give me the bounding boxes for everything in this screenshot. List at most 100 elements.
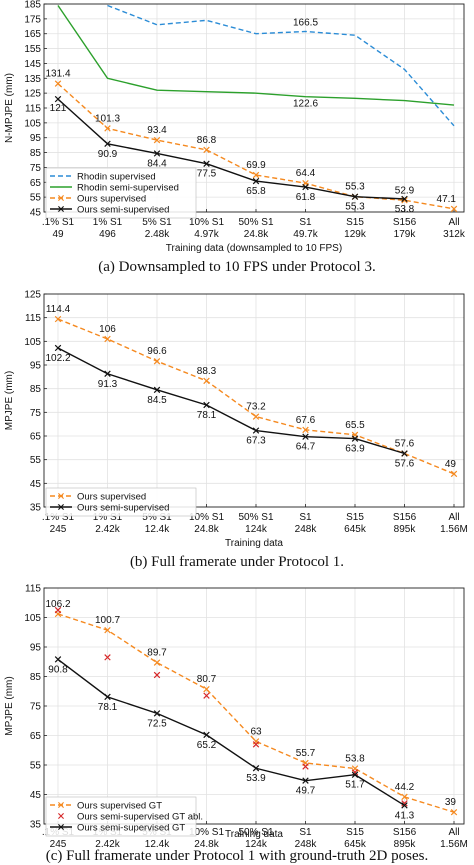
data-point [252, 427, 260, 434]
series-line [57, 83, 455, 210]
y-tick-label: 125 [24, 290, 41, 301]
data-point [54, 656, 62, 663]
series-3: 131.4 101.3 93.4 86.8 69.9 64.4 55.3 52.9 47.1 [45, 69, 458, 213]
x-axis-label: Training data [225, 538, 283, 549]
y-tick-label: 115 [25, 584, 41, 595]
data-point [203, 401, 210, 409]
x-tick-label: S1 [299, 827, 312, 838]
legend-entry: Ours supervised [77, 194, 146, 205]
data-point [104, 626, 111, 634]
legend-box [45, 487, 197, 517]
data-point [104, 140, 111, 148]
x-tick-label: 5% S1 [142, 512, 172, 523]
legend-entry: Ours semi-supervised [77, 205, 169, 216]
y-tick-label: 95 [30, 643, 42, 654]
x-tick-sublabel: 4.97k [194, 229, 219, 240]
x-tick-sublabel: 2.48k [145, 229, 170, 240]
data-point [401, 450, 408, 457]
data-label: 72.5 [147, 718, 167, 729]
y-tick-label: 55 [30, 193, 42, 204]
data-point [54, 606, 62, 614]
data-label: 102.2 [45, 353, 70, 364]
y-tick-label: 55 [30, 455, 42, 466]
data-label: 65.5 [345, 420, 365, 431]
series-line [57, 658, 405, 807]
y-tick-label: 165 [24, 29, 41, 40]
data-label: 65.2 [197, 740, 217, 751]
x-tick-sublabel: 2.42k [95, 524, 120, 535]
y-tick-label: 105 [24, 337, 41, 348]
x-tick-sublabel: 245 [50, 524, 67, 535]
legend-entry: Ours supervised GT [77, 801, 162, 812]
series-line [57, 98, 405, 200]
data-label: 53.8 [395, 204, 415, 215]
legend-marker [58, 206, 64, 212]
y-tick-label: 175 [24, 14, 41, 25]
x-tick-label: 1% S1 [93, 512, 123, 523]
y-axis-label: N-MPJPE (mm) [4, 73, 15, 143]
data-label: 80.7 [197, 674, 217, 685]
data-point [153, 659, 161, 666]
x-tick-label: 50% S1 [238, 827, 273, 838]
data-label: 122.6 [293, 99, 318, 110]
data-point [203, 692, 210, 699]
data-label: 78.1 [197, 410, 217, 421]
data-point [450, 808, 458, 816]
data-label: 100.7 [95, 615, 120, 626]
data-label: 88.3 [197, 366, 217, 377]
y-tick-label: 65 [30, 731, 42, 742]
data-label: 57.6 [395, 439, 415, 450]
data-label: 64.4 [296, 168, 316, 179]
data-point [302, 426, 309, 434]
data-point [104, 654, 111, 661]
x-tick-label: S156 [393, 217, 417, 228]
data-point [104, 125, 111, 132]
data-label: 131.4 [45, 69, 70, 80]
data-label: 67.3 [246, 436, 266, 447]
y-tick-label: 75 [30, 702, 42, 713]
x-tick-sublabel: 895k [394, 839, 417, 850]
x-axis-label: Training data [225, 829, 283, 840]
x-tick-label: S15 [346, 512, 364, 523]
x-axis-label: Training data (downsampled to 10 FPS) [166, 243, 342, 254]
x-tick-sublabel: 496 [99, 229, 116, 240]
y-tick-label: 85 [30, 384, 42, 395]
y-axis-label: MPJPE (mm) [4, 371, 15, 430]
series-1: 114.4 106 96.6 88.3 73.2 67.6 65.5 57.6 49 [46, 304, 458, 478]
data-label: 84.5 [147, 395, 167, 406]
x-tick-sublabel: 312k [443, 229, 466, 240]
data-point [153, 357, 161, 365]
data-label: 84.4 [147, 158, 167, 169]
data-point [153, 386, 161, 394]
data-label: 106.2 [45, 599, 70, 610]
x-tick-label: 50% S1 [238, 217, 273, 228]
data-point [302, 763, 309, 770]
legend-box [45, 796, 197, 837]
data-point [252, 741, 260, 748]
data-label: 73.2 [246, 402, 266, 413]
figure-caption: (a) Downsampled to 10 FPS under Protocol… [98, 259, 375, 275]
x-tick-sublabel: 124k [245, 839, 268, 850]
legend-entry: Rhodin semi-supervised [77, 183, 179, 194]
x-tick-sublabel: 245 [50, 839, 67, 850]
data-label: 69.9 [246, 160, 266, 171]
data-label: 39 [445, 797, 457, 808]
data-label: 91.3 [98, 379, 118, 390]
x-tick-sublabel: 49 [52, 229, 64, 240]
data-point [401, 802, 408, 809]
x-tick-label: S15 [346, 827, 364, 838]
data-label: 44.2 [395, 782, 415, 793]
data-point [54, 95, 62, 103]
x-tick-sublabel: 129k [344, 229, 367, 240]
data-point [351, 193, 359, 200]
data-point [203, 685, 210, 693]
legend-marker [58, 813, 64, 819]
y-tick-label: 95 [30, 133, 42, 144]
data-point [302, 183, 309, 191]
series-4: 121 90.9 84.4 77.5 65.8 61.8 55.3 53.8 [50, 95, 415, 215]
data-point [153, 710, 161, 717]
y-tick-label: 65 [30, 432, 42, 443]
data-point [54, 80, 62, 87]
data-label: 89.7 [147, 648, 167, 659]
data-label: 67.6 [296, 415, 316, 426]
